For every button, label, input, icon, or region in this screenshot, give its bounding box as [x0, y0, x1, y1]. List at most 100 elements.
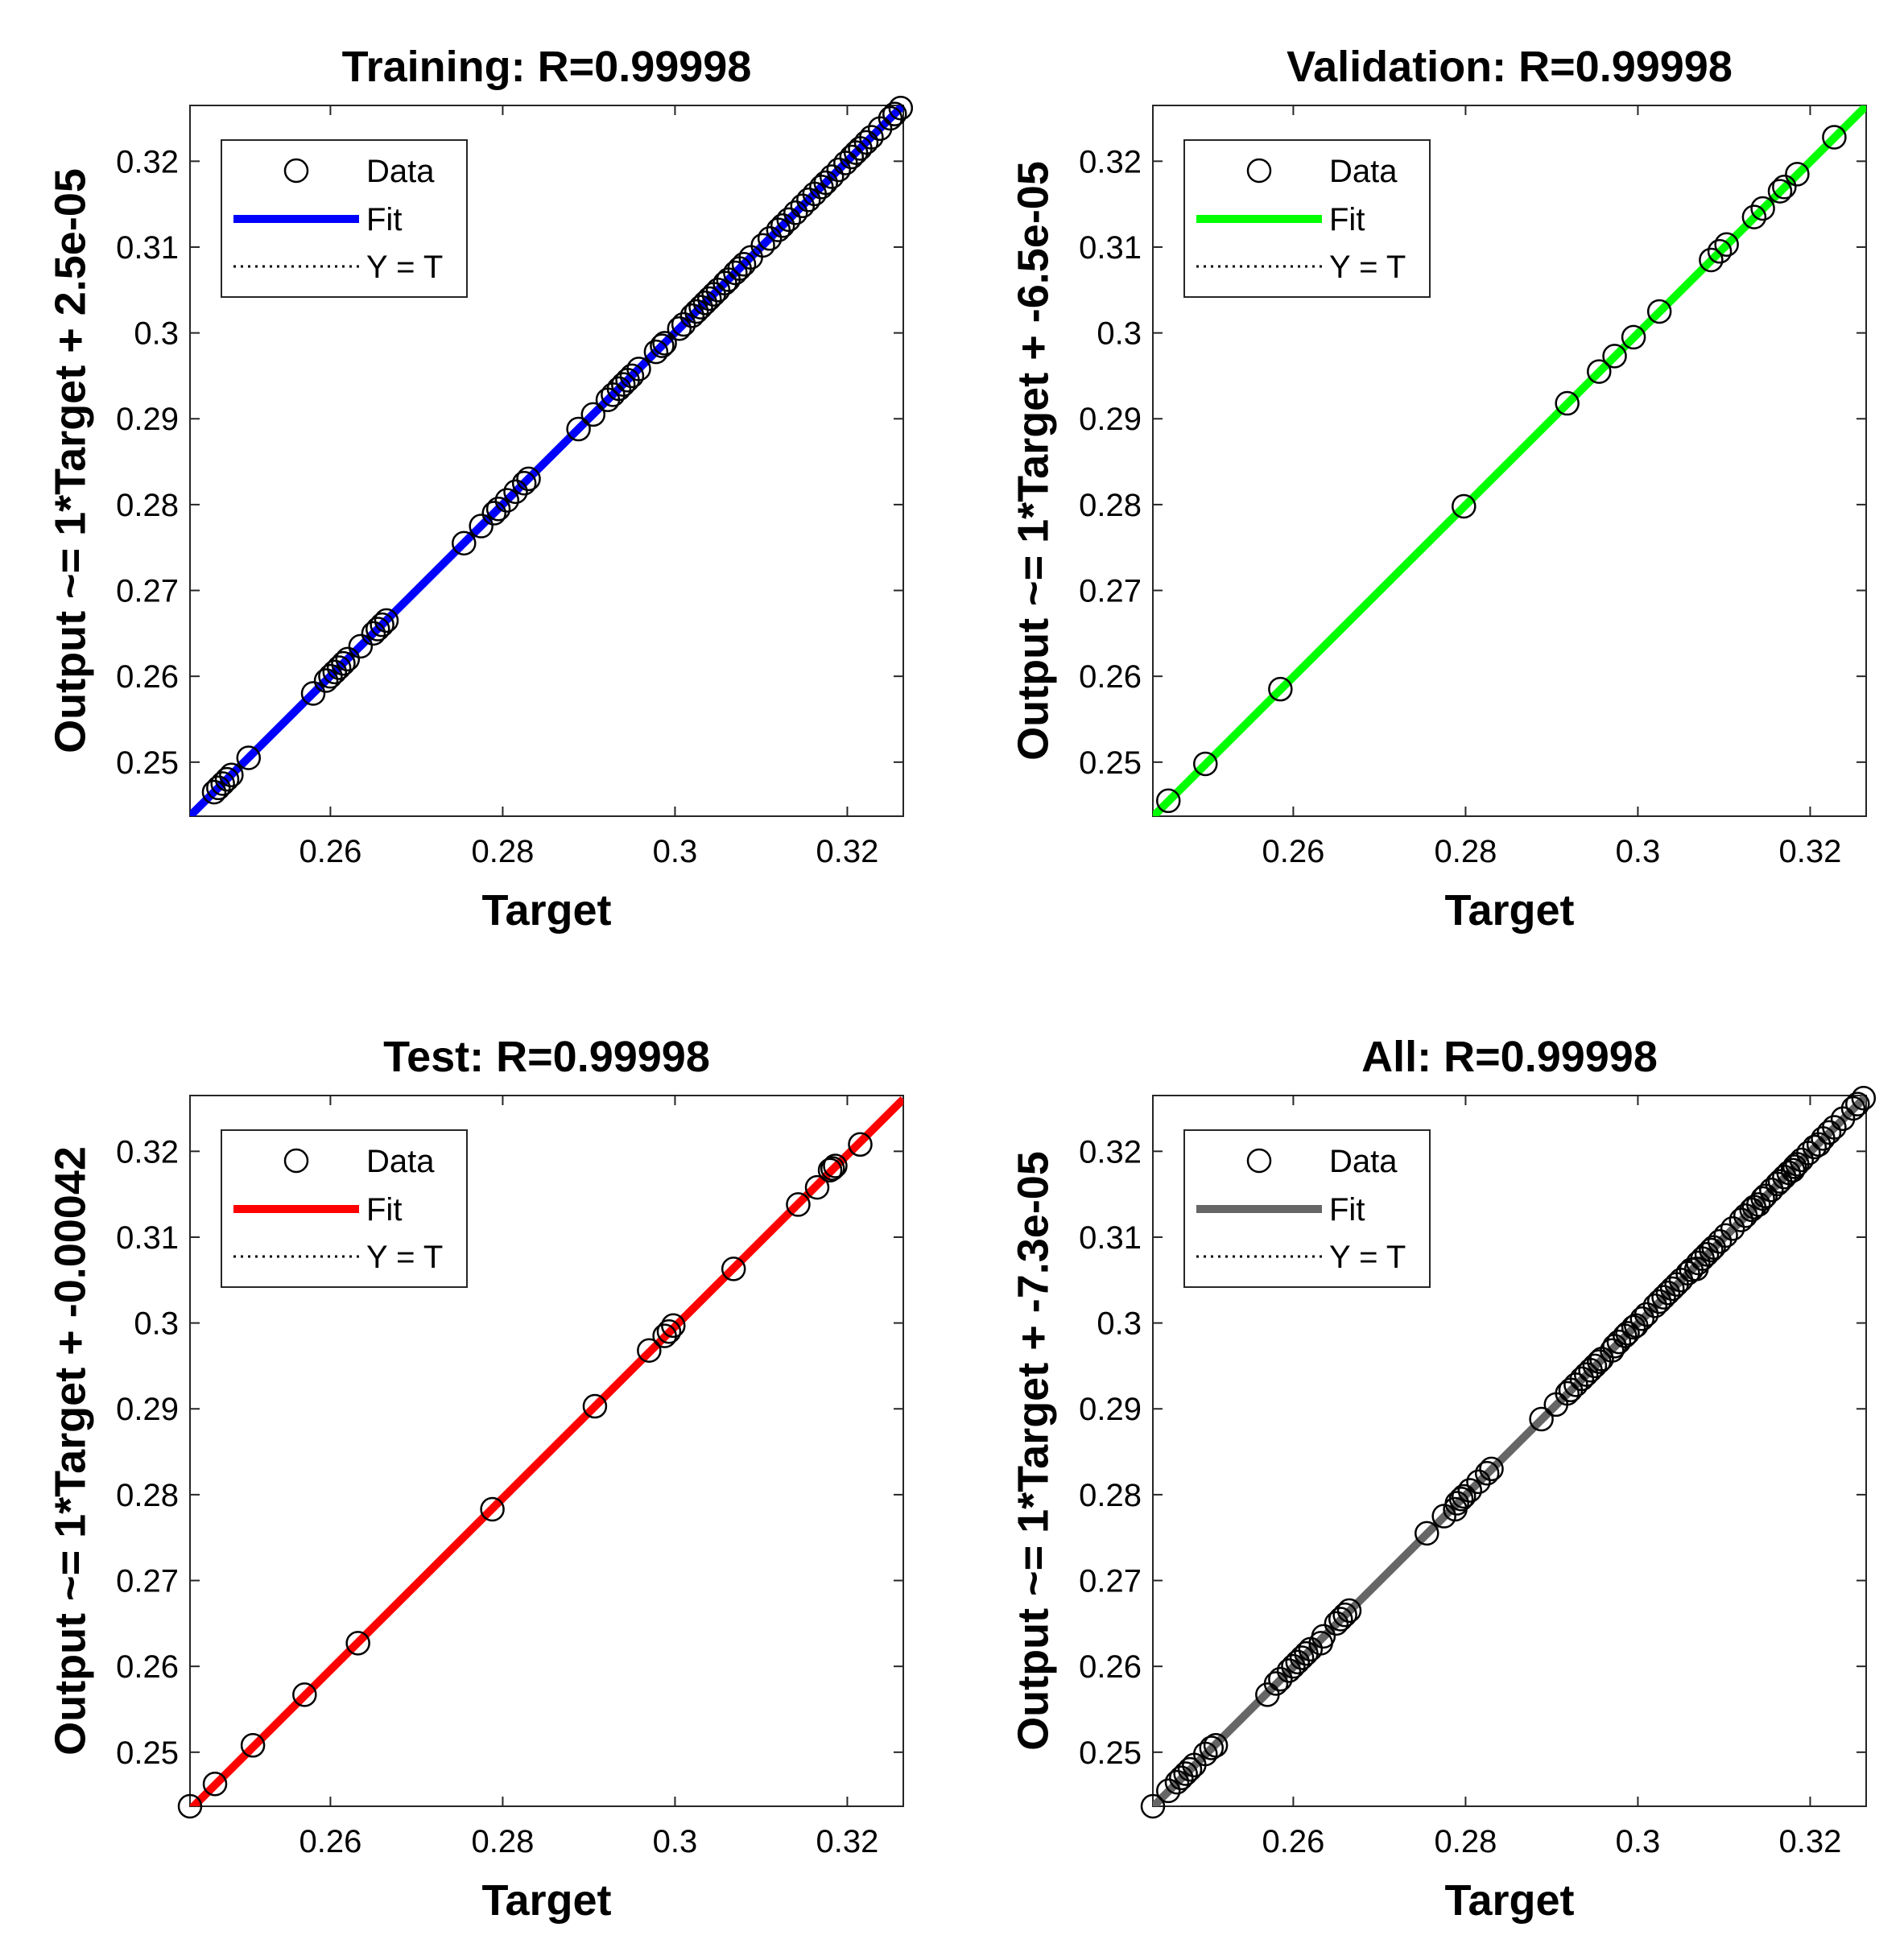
validation-legend-data-label: Data — [1329, 154, 1398, 189]
test-data-point — [820, 1156, 845, 1181]
training-data-point — [796, 188, 821, 213]
test-x-tick-label: 0.26 — [299, 1824, 361, 1859]
all-data-point — [1713, 1223, 1738, 1248]
all-x-tick-label: 0.32 — [1779, 1824, 1842, 1859]
all-y-tick-label: 0.25 — [1079, 1735, 1142, 1771]
test-legend-data-label: Data — [366, 1144, 435, 1179]
training-x-tick-label: 0.26 — [299, 834, 361, 869]
all-y-tick-label: 0.26 — [1079, 1649, 1142, 1685]
test-data-point — [786, 1192, 811, 1217]
all-data-point — [1457, 1478, 1483, 1503]
all-y-tick-label: 0.28 — [1079, 1478, 1142, 1513]
all-data-point — [1642, 1294, 1668, 1318]
all-data-point — [1615, 1321, 1640, 1346]
training-data-point — [348, 633, 374, 659]
training-data-point — [650, 333, 675, 358]
validation-data-point — [1555, 390, 1580, 416]
all-legend-data-marker — [1246, 1148, 1272, 1174]
all-y-tick-label: 0.3 — [1097, 1306, 1142, 1342]
all-data-point — [1156, 1778, 1181, 1804]
validation-legend-fit-label: Fit — [1329, 202, 1365, 237]
all-data-point — [1694, 1242, 1720, 1267]
test-data-point — [817, 1158, 843, 1183]
all-data-point — [1776, 1160, 1801, 1186]
test-y-tick-label: 0.27 — [116, 1564, 179, 1599]
all-data-point — [1686, 1250, 1711, 1276]
training-data-point — [839, 144, 865, 170]
training-data-point — [214, 766, 240, 792]
training-x-tick-label: 0.28 — [471, 834, 534, 869]
test-data-point — [202, 1772, 228, 1797]
all-data-point — [1276, 1658, 1302, 1683]
training-data-point — [481, 501, 506, 526]
training-y-tick-label: 0.31 — [116, 230, 179, 266]
all-data-point — [1328, 1607, 1353, 1632]
all-data-point — [1582, 1353, 1608, 1379]
all-legend-fit-label: Fit — [1329, 1192, 1365, 1228]
test-x-axis-label: Target — [481, 1876, 611, 1925]
test-y-tick-label: 0.3 — [134, 1306, 179, 1342]
training-data-point — [322, 659, 348, 685]
training-data-point — [219, 762, 244, 788]
validation-data-point — [1156, 788, 1181, 814]
validation-data-point — [1646, 299, 1672, 324]
training-data-point — [671, 312, 696, 337]
validation-y-tick-label: 0.3 — [1097, 316, 1142, 352]
training-data-point — [326, 655, 352, 680]
validation-x-tick-label: 0.26 — [1262, 834, 1324, 869]
test-data-point — [240, 1733, 266, 1758]
all-data-point — [1651, 1285, 1676, 1310]
all-data-point — [1707, 1229, 1733, 1254]
validation-y-tick-label: 0.29 — [1079, 402, 1142, 437]
all-data-point — [1621, 1314, 1646, 1340]
training-x-axis-label: Target — [481, 886, 611, 935]
validation-data-point — [1193, 751, 1218, 777]
validation-y-axis-label: Output ~= 1*Target + -6.5e-05 — [1009, 161, 1057, 761]
test-data-point — [804, 1174, 830, 1200]
validation-data-point — [1767, 179, 1793, 204]
validation-y-tick-label: 0.25 — [1079, 745, 1142, 781]
training-data-point — [696, 286, 722, 312]
training-data-point — [236, 745, 262, 770]
test-fit-line — [190, 1096, 903, 1806]
training-legend-data-marker — [283, 158, 309, 184]
training-data-point — [643, 339, 669, 365]
training-y-tick-label: 0.25 — [116, 745, 179, 781]
all-data-point — [1164, 1769, 1190, 1795]
test-y-tick-label: 0.26 — [116, 1649, 179, 1685]
all-data-point — [1646, 1289, 1672, 1314]
training-y-tick-label: 0.32 — [116, 144, 179, 180]
all-fit-line — [1153, 1096, 1866, 1806]
training-data-point — [313, 668, 339, 693]
test-subplot: 0.26 0.28 0.3 0.32 0.25 0.26 0.27 0.28 0.29 0.3 0.… — [46, 1033, 904, 1925]
training-data-point — [667, 316, 692, 341]
all-data-point — [1285, 1649, 1311, 1675]
test-y-axis-label: Output ~= 1*Target + -0.00042 — [46, 1146, 94, 1756]
all-data-point — [1336, 1598, 1362, 1624]
test-y-tick-label: 0.28 — [116, 1478, 179, 1513]
training-data-point — [688, 295, 713, 320]
training-data-point — [206, 775, 231, 801]
all-data-point — [1199, 1735, 1225, 1760]
all-data-point — [1600, 1338, 1625, 1363]
test-data-point — [661, 1313, 686, 1339]
training-data-point — [619, 363, 645, 389]
validation-data-point — [1741, 204, 1767, 229]
training-data-point — [684, 299, 709, 324]
all-data-point — [1140, 1793, 1166, 1819]
test-data-point — [345, 1631, 370, 1656]
validation-data-point — [1822, 125, 1847, 150]
all-data-point — [1281, 1653, 1306, 1679]
training-data-point — [503, 479, 528, 505]
test-x-tick-label: 0.3 — [653, 1824, 698, 1859]
all-y-tick-label: 0.32 — [1079, 1134, 1142, 1170]
training-data-point — [606, 376, 632, 402]
training-y-tick-label: 0.26 — [116, 659, 179, 695]
all-data-point — [1324, 1611, 1349, 1636]
training-data-point — [318, 663, 343, 689]
training-data-point — [485, 496, 511, 522]
all-data-point — [1555, 1380, 1580, 1406]
all-data-point — [1474, 1460, 1500, 1486]
all-data-point — [1845, 1091, 1870, 1116]
validation-data-point — [1602, 344, 1627, 369]
